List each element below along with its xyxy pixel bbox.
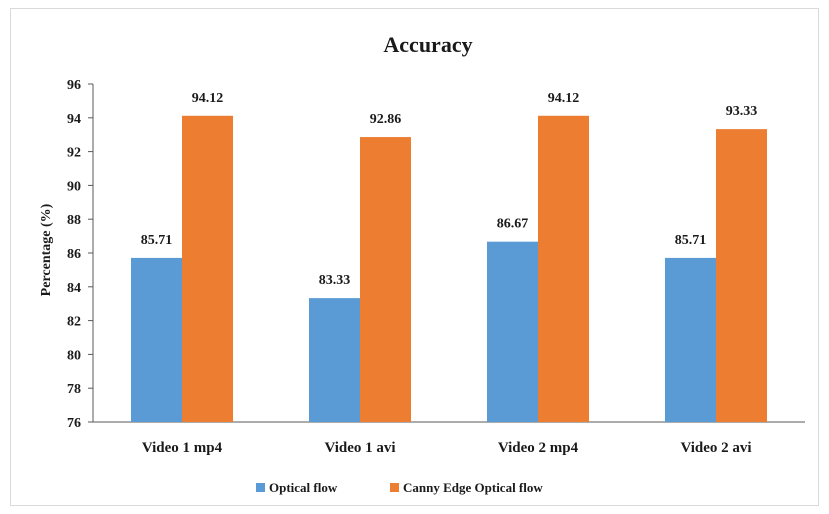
bar — [360, 137, 411, 423]
bar — [716, 129, 767, 423]
data-label: 86.67 — [497, 217, 529, 232]
bar — [131, 257, 182, 422]
chart-title: Accuracy — [383, 32, 472, 57]
legend-swatch — [390, 483, 399, 492]
data-label: 94.12 — [548, 91, 580, 106]
bar — [182, 115, 233, 422]
chart-frame — [10, 8, 819, 506]
legend-label: Optical flow — [269, 480, 338, 495]
legend: Optical flow Canny Edge Optical flow — [256, 480, 543, 495]
x-tick-label: Video 1 mp4 — [142, 440, 223, 456]
data-label: 93.33 — [726, 104, 758, 119]
y-tick-label: 84 — [67, 281, 81, 296]
y-tick-label: 90 — [67, 179, 81, 194]
y-tick-label: 86 — [67, 247, 81, 262]
y-tick-label: 96 — [67, 78, 81, 93]
data-label: 85.71 — [141, 233, 173, 248]
x-tick-label: Video 2 mp4 — [498, 440, 579, 456]
data-label: 94.12 — [192, 91, 224, 106]
bar — [538, 115, 589, 422]
y-tick-label: 88 — [67, 213, 81, 228]
data-label: 85.71 — [675, 233, 707, 248]
data-labels: 85.71 94.12 83.33 92.86 86.67 94.12 85.71 93.33 — [141, 91, 758, 288]
x-tick-label: Video 2 avi — [680, 440, 751, 456]
data-label: 92.86 — [370, 112, 402, 127]
y-tick-label: 82 — [67, 315, 81, 330]
legend-label: Canny Edge Optical flow — [403, 480, 543, 495]
y-tick-label: 80 — [67, 348, 81, 363]
bar — [487, 241, 538, 422]
y-tick-label: 76 — [67, 416, 81, 431]
y-tick-label: 94 — [67, 112, 81, 127]
y-axis-label: Percentage (%) — [39, 203, 54, 296]
data-label: 83.33 — [319, 273, 351, 288]
legend-swatch — [256, 483, 265, 492]
bars — [131, 115, 767, 423]
x-tick-label: Video 1 avi — [324, 440, 395, 456]
y-tick-label: 78 — [67, 382, 81, 397]
bar — [309, 298, 360, 422]
bar — [665, 257, 716, 422]
y-tick-label: 92 — [67, 146, 81, 161]
